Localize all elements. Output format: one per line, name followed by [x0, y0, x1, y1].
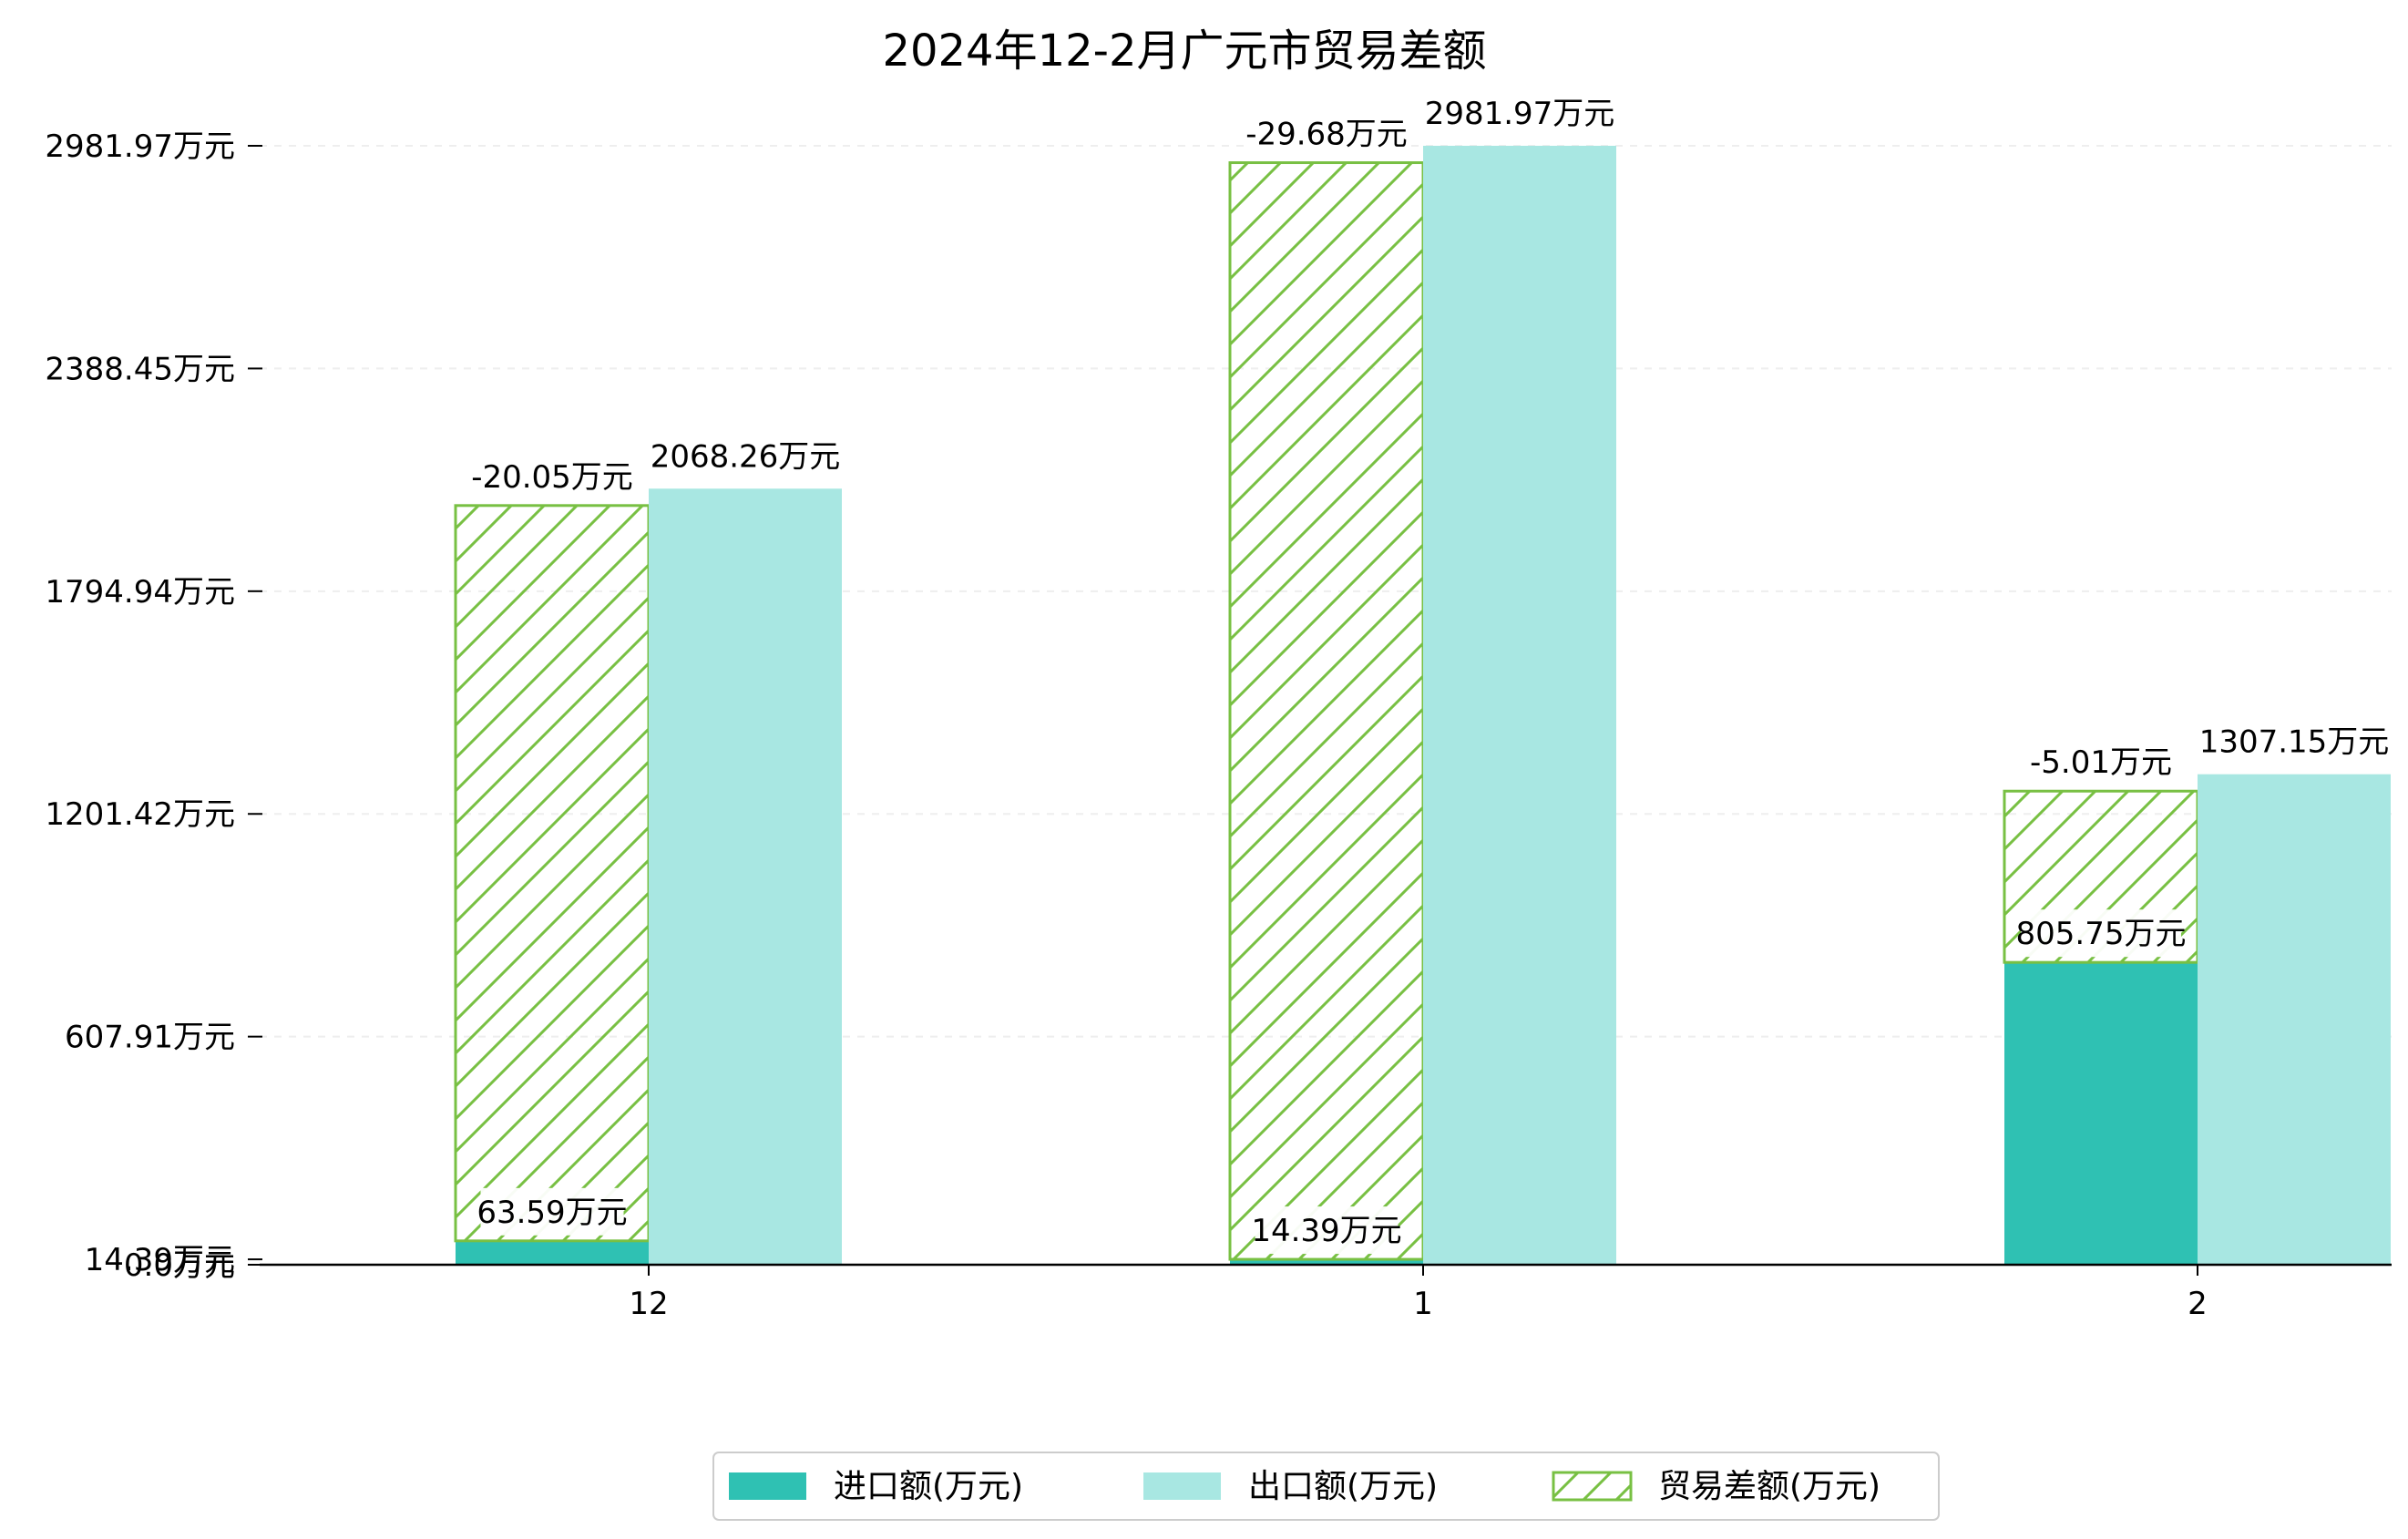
balance-value-label-group: -5.01万元 [2029, 738, 2173, 786]
export-value-label: 2068.26万元 [651, 438, 841, 475]
export-bar [2198, 774, 2391, 1265]
export-value-label: 1307.15万元 [2199, 724, 2390, 761]
y-tick-label: 607.91万元 [65, 1020, 235, 1056]
import-value-label-bg [480, 1187, 624, 1236]
export-value-label-bg [2205, 717, 2383, 765]
import-value-label-group: 63.59万元 [476, 1187, 628, 1236]
balance-value-label-group: -29.68万元 [1245, 109, 1408, 158]
legend-balance-label: 贸易差额(万元) [1658, 1468, 1880, 1505]
balance-value-label: -29.68万元 [1245, 117, 1408, 153]
balance-bar [1228, 161, 1425, 1261]
export-value-label-group: 2981.97万元 [1425, 89, 1615, 137]
import-bar [1230, 1259, 1423, 1265]
import-value-label: 805.75万元 [2016, 916, 2187, 952]
chart-title: 2024年12-2月广元市贸易差额 [882, 26, 1486, 77]
y-tick-label: 2981.97万元 [45, 128, 235, 165]
balance-value-label: -5.01万元 [2030, 744, 2172, 781]
y-tick-label: 0.0万元 [124, 1247, 235, 1284]
export-value-label: 2981.97万元 [1425, 96, 1615, 132]
import-value-label: 14.39万元 [1251, 1213, 1401, 1249]
x-tick-label: 1 [1413, 1286, 1433, 1322]
import-value-label-group: 805.75万元 [2016, 909, 2187, 958]
balance-value-label-bg [1246, 109, 1407, 158]
x-tick-label: 12 [629, 1286, 668, 1322]
legend-export-swatch [1143, 1472, 1221, 1500]
y-tick-label: 2388.45万元 [45, 351, 235, 387]
y-tick-label: 1201.42万元 [45, 796, 235, 833]
export-value-label-group: 2068.26万元 [651, 432, 841, 480]
import-value-label-bg [1255, 1206, 1399, 1255]
export-value-label-group: 1307.15万元 [2199, 717, 2390, 765]
legend: 进口额(万元) 出口额(万元) 贸易差额(万元) [712, 1452, 1940, 1521]
legend-frame [712, 1452, 1940, 1521]
x-tick-label: 2 [2188, 1286, 2208, 1322]
export-value-label-bg [656, 432, 835, 480]
import-value-label-bg [2021, 909, 2181, 958]
balance-value-label-bg [472, 452, 632, 500]
import-bar [2004, 962, 2198, 1265]
import-value-label-group: 14.39万元 [1251, 1206, 1402, 1255]
legend-balance-swatch [1552, 1471, 1633, 1502]
legend-import-label: 进口额(万元) [834, 1468, 1023, 1505]
export-value-label-bg [1430, 89, 1609, 137]
balance-value-label-bg [2029, 738, 2173, 786]
import-value-label: 63.59万元 [476, 1195, 627, 1231]
legend-import-swatch [729, 1472, 806, 1500]
import-bar [456, 1240, 649, 1265]
balance-value-label-group: -20.05万元 [471, 452, 633, 500]
export-bar [1423, 146, 1616, 1265]
y-tick-label: 14.39万元 [85, 1242, 235, 1278]
legend-export-label: 出口额(万元) [1248, 1468, 1438, 1505]
balance-bar [454, 504, 651, 1243]
balance-value-label: -20.05万元 [471, 459, 633, 496]
export-bar [649, 488, 842, 1265]
y-tick-label: 1794.94万元 [45, 574, 235, 610]
